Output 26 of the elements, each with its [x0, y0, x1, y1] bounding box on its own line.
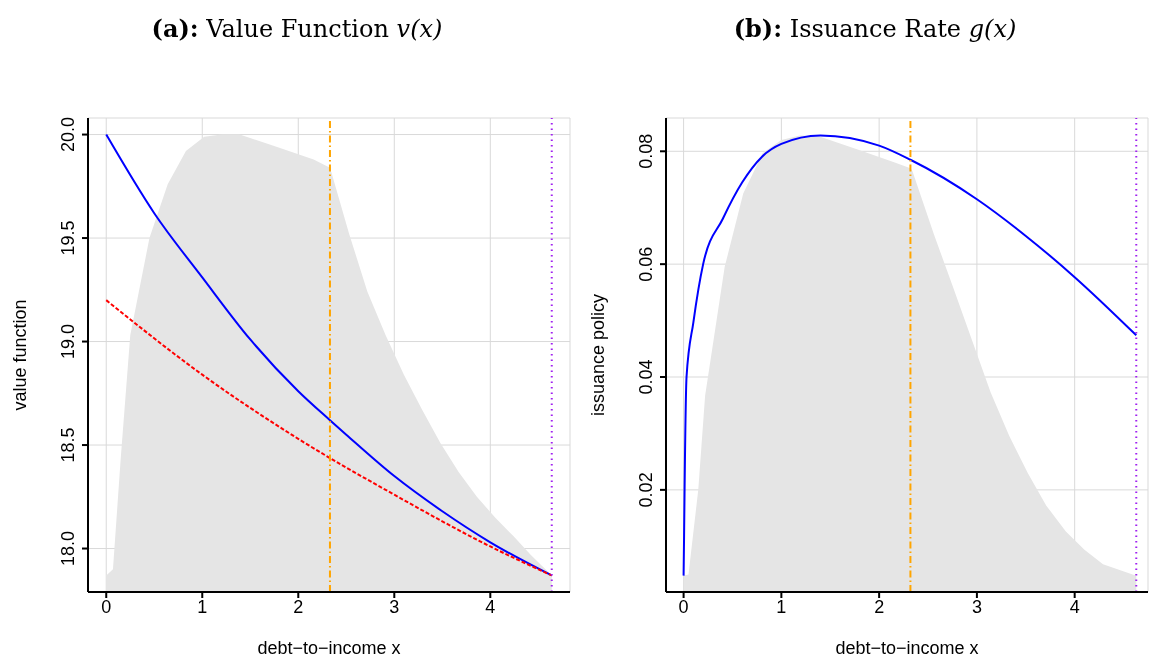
y-tick-label: 0.06: [636, 246, 656, 282]
x-tick-label: 3: [971, 596, 982, 617]
x-tick-label: 4: [1069, 596, 1080, 617]
chart-title: (a): Value Function v(x): [150, 13, 444, 45]
x-tick-label: 4: [485, 596, 496, 617]
y-tick-label: 18.5: [58, 427, 78, 463]
y-tick-label: 18.0: [58, 531, 78, 567]
y-tick-label: 0.02: [636, 472, 656, 508]
x-axis-title: debt−to−income x: [835, 638, 979, 658]
y-tick-label: 19.5: [58, 220, 78, 256]
x-tick-label: 0: [678, 596, 689, 617]
y-axis-title: issuance policy: [588, 293, 609, 417]
chart-title: (b): Issuance Rate g(x): [732, 13, 1018, 45]
x-tick-label: 2: [293, 596, 304, 617]
y-axis-title: value function: [10, 299, 31, 411]
x-axis-title: debt−to−income x: [257, 638, 401, 658]
x-tick-label: 3: [389, 596, 400, 617]
y-tick-label: 0.04: [636, 359, 656, 395]
x-tick-label: 0: [101, 596, 112, 617]
y-tick-label: 19.0: [58, 324, 78, 360]
x-tick-label: 1: [776, 596, 787, 617]
line-series: [105, 299, 553, 577]
x-tick-label: 2: [874, 596, 885, 617]
y-tick-label: 0.08: [636, 133, 656, 169]
x-tick-label: 1: [197, 596, 208, 617]
y-tick-label: 20.0: [58, 117, 78, 153]
